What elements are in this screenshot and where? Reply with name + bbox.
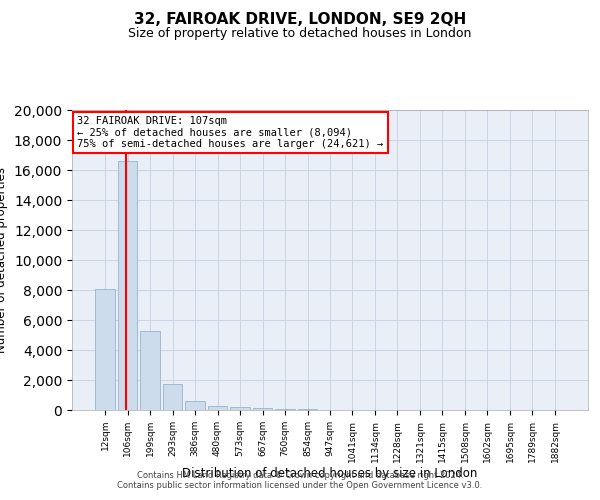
Bar — [140, 330, 160, 410]
Bar — [185, 401, 205, 410]
X-axis label: Distribution of detached houses by size in London: Distribution of detached houses by size … — [182, 468, 478, 480]
Text: 32, FAIROAK DRIVE, LONDON, SE9 2QH: 32, FAIROAK DRIVE, LONDON, SE9 2QH — [134, 12, 466, 28]
Text: 32 FAIROAK DRIVE: 107sqm
← 25% of detached houses are smaller (8,094)
75% of sem: 32 FAIROAK DRIVE: 107sqm ← 25% of detach… — [77, 116, 383, 149]
Text: Size of property relative to detached houses in London: Size of property relative to detached ho… — [128, 28, 472, 40]
Bar — [230, 407, 250, 410]
Bar — [253, 408, 272, 410]
Bar — [118, 161, 137, 410]
Bar — [298, 409, 317, 410]
Text: Contains HM Land Registry data © Crown copyright and database right 2024.
Contai: Contains HM Land Registry data © Crown c… — [118, 470, 482, 490]
Y-axis label: Number of detached properties: Number of detached properties — [0, 167, 8, 353]
Bar — [95, 288, 115, 410]
Bar — [275, 408, 295, 410]
Bar — [208, 406, 227, 410]
Bar — [163, 384, 182, 410]
